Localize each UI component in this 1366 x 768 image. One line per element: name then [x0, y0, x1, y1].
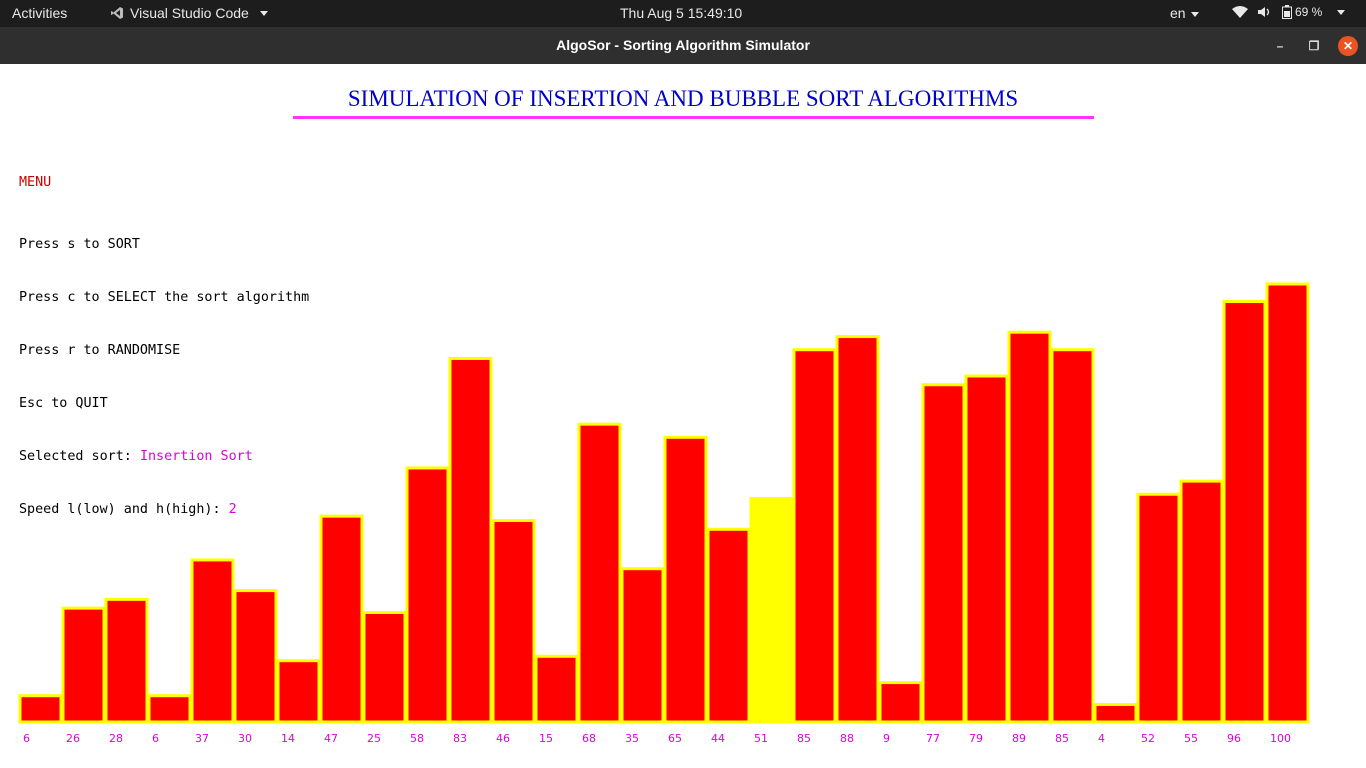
bar-chart: 6 26 28 6 37 30 14 47 25 58 83 46 15 68 35 65 44 51 85 88 9 7…	[18, 282, 1310, 745]
bar-value-label: 4	[1098, 732, 1105, 745]
bar-value-label: 47	[324, 732, 338, 745]
close-button[interactable]: ✕	[1338, 36, 1358, 56]
bar	[61, 606, 106, 724]
bar	[190, 558, 235, 724]
vscode-icon	[111, 7, 123, 19]
minimize-button[interactable]: –	[1276, 39, 1284, 53]
volume-icon	[1258, 7, 1270, 17]
chevron-down-icon	[1190, 11, 1199, 17]
system-tray[interactable]: 69 %	[1232, 5, 1346, 19]
window-title: AlgoSor - Sorting Algorithm Simulator	[556, 37, 810, 53]
bar	[706, 527, 751, 724]
bar-value-label: 55	[1184, 732, 1198, 745]
menu-line-sort: Press s to SORT	[19, 236, 140, 252]
selected-sort-label: Selected sort:	[19, 448, 140, 464]
bar	[792, 348, 837, 724]
bar	[1222, 300, 1267, 724]
bar	[835, 335, 880, 724]
bar-value-label: 88	[840, 732, 854, 745]
speed-label: Speed l(low) and h(high):	[19, 502, 229, 518]
bar	[276, 659, 321, 724]
page-title: SIMULATION OF INSERTION AND BUBBLE SORT …	[347, 86, 1019, 111]
bar-value-label: 79	[969, 732, 983, 745]
bar-value-label: 44	[711, 732, 725, 745]
bar-value-label: 85	[797, 732, 811, 745]
system-top-bar: Activities Visual Studio Code Thu Aug 5 …	[0, 0, 1366, 27]
title-underline	[293, 116, 1094, 119]
bar-value-label: 68	[582, 732, 596, 745]
bar	[448, 356, 493, 724]
bar	[1093, 702, 1138, 724]
battery-percent: 69 %	[1295, 5, 1323, 19]
bar-value-label: 83	[453, 732, 467, 745]
chevron-down-icon	[259, 10, 268, 16]
bar	[491, 519, 536, 724]
chevron-down-icon	[1337, 9, 1346, 15]
keyboard-layout-indicator[interactable]: en	[1170, 5, 1199, 21]
bar-value-label: 30	[238, 732, 252, 745]
bar	[233, 589, 278, 724]
menu-line-randomise: Press r to RANDOMISE	[19, 342, 181, 358]
bar-value-label: 89	[1012, 732, 1026, 745]
bar	[577, 422, 622, 724]
bar	[18, 694, 63, 724]
battery-icon	[1282, 5, 1292, 19]
bar-value-label: 85	[1055, 732, 1069, 745]
bar	[878, 681, 923, 724]
bar-value-label: 14	[281, 732, 295, 745]
bar-value-label: 51	[754, 732, 768, 745]
menu-line-select: Press c to SELECT the sort algorithm	[19, 289, 310, 305]
bar-value-label: 9	[883, 732, 890, 745]
wifi-icon	[1232, 6, 1248, 18]
bar	[405, 466, 450, 724]
bar	[1050, 348, 1095, 724]
speed-line: Speed l(low) and h(high): 2	[19, 501, 309, 519]
bar-value-label: 65	[668, 732, 682, 745]
bar	[534, 654, 579, 724]
bar	[104, 597, 149, 724]
bar	[319, 514, 364, 724]
bar-value-label: 100	[1270, 732, 1291, 745]
speed-value: 2	[228, 502, 237, 518]
activities-button[interactable]: Activities	[12, 5, 68, 21]
bar	[663, 435, 708, 724]
bar-highlighted	[749, 497, 794, 724]
clock[interactable]: Thu Aug 5 15:49:10	[620, 5, 743, 21]
app-name: Visual Studio Code	[130, 5, 249, 21]
menu-line-quit: Esc to QUIT	[19, 395, 108, 411]
bar-value-label: 6	[23, 732, 30, 745]
bar-value-label: 6	[152, 732, 159, 745]
bar-value-label: 25	[367, 732, 381, 745]
bar-value-label: 77	[926, 732, 940, 745]
maximize-button[interactable]: ❐	[1308, 39, 1320, 53]
bar-value-label: 15	[539, 732, 553, 745]
bar	[921, 383, 966, 724]
selected-sort-line: Selected sort: Insertion Sort	[19, 448, 309, 466]
bar	[1007, 330, 1052, 724]
bar-value-label: 96	[1227, 732, 1241, 745]
bar	[1265, 282, 1310, 724]
bar	[362, 611, 407, 724]
lang-label: en	[1170, 5, 1186, 21]
bar	[147, 694, 192, 724]
bar	[964, 374, 1009, 724]
bar	[1136, 492, 1181, 724]
bar-value-label: 28	[109, 732, 123, 745]
bar	[1179, 479, 1224, 724]
bar	[620, 567, 665, 724]
window-title-bar: AlgoSor - Sorting Algorithm Simulator – …	[0, 27, 1366, 64]
simulator-canvas[interactable]: SIMULATION OF INSERTION AND BUBBLE SORT …	[0, 64, 1366, 768]
selected-sort-value: Insertion Sort	[139, 448, 253, 464]
app-menu[interactable]: Visual Studio Code	[110, 5, 268, 21]
bar-value-label: 26	[66, 732, 80, 745]
bar-value-label: 46	[496, 732, 510, 745]
menu-panel: MENU Press s to SORT Press c to SELECT t…	[19, 139, 309, 554]
battery-indicator: 69 %	[1282, 5, 1322, 19]
bar-value-label: 35	[625, 732, 639, 745]
bar-value-label: 52	[1141, 732, 1155, 745]
bar-value-label: 37	[195, 732, 209, 745]
menu-title: MENU	[19, 175, 52, 191]
bar-value-label: 58	[410, 732, 424, 745]
